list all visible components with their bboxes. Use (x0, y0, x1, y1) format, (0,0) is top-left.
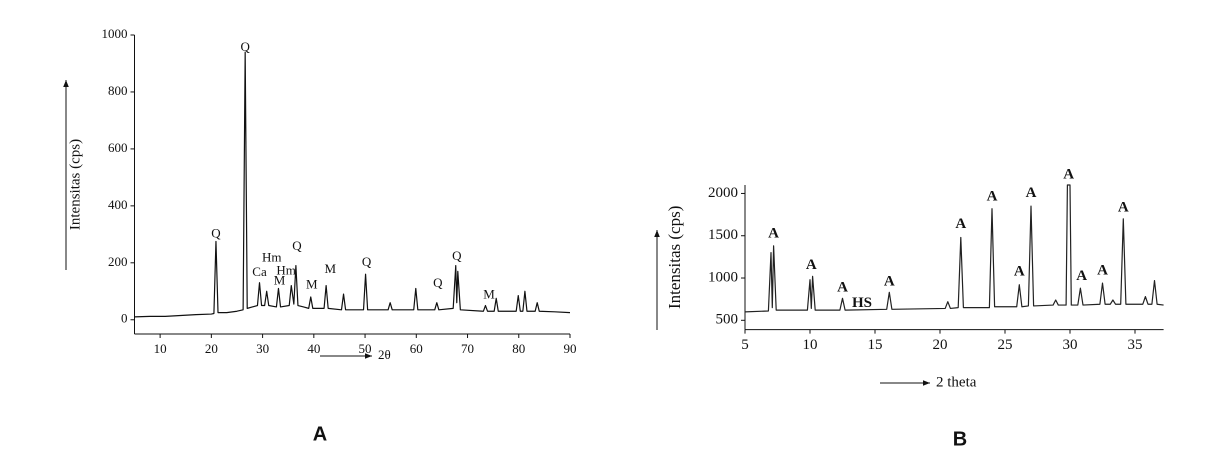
x-tick-label: 50 (359, 341, 372, 356)
peak-label: A (1076, 268, 1087, 284)
peak-label: A (987, 188, 998, 204)
peak-label: Q (362, 254, 372, 269)
x-tick-label: 30 (256, 341, 269, 356)
peak-label: M (306, 277, 318, 292)
y-tick-label: 600 (108, 140, 128, 155)
peak-label: A (884, 274, 895, 290)
x-tick-label: 40 (307, 341, 320, 356)
x-axis-label: 2θ (378, 347, 391, 362)
y-tick-label: 200 (108, 254, 128, 269)
x-tick-label: 20 (205, 341, 218, 356)
panel-caption: B (953, 428, 967, 450)
peak-label: A (837, 280, 848, 296)
data-line (744, 184, 1164, 313)
x-tick-label: 90 (564, 341, 577, 356)
data-line (134, 51, 571, 318)
y-tick-label: 1000 (102, 26, 128, 41)
x-tick-label: 80 (512, 341, 525, 356)
peak-label: Q (452, 248, 462, 263)
peak-label: Q (211, 225, 221, 240)
x-tick-label: 35 (1128, 337, 1143, 353)
peak-label: A (806, 257, 817, 273)
peak-label: HS (852, 295, 872, 311)
peak-label: Hm (276, 262, 296, 277)
peak-label: A (1026, 185, 1037, 201)
peak-label: A (1118, 199, 1129, 215)
peak-label: A (1063, 166, 1074, 182)
peak-label: Hm (262, 250, 282, 265)
y-tick-label: 400 (108, 197, 128, 212)
peak-label: M (274, 272, 286, 287)
x-tick-label: 30 (1063, 337, 1078, 353)
x-tick-label: 20 (933, 337, 948, 353)
peak-label: A (768, 225, 779, 241)
peak-label: M (483, 287, 495, 302)
y-tick-label: 800 (108, 83, 128, 98)
panel-caption: A (313, 423, 327, 445)
peak-label: A (1097, 263, 1108, 279)
x-tick-label: 10 (803, 337, 818, 353)
peak-label: A (955, 216, 966, 232)
peak-label: Q (292, 238, 302, 253)
y-tick-label: 0 (121, 311, 128, 326)
x-tick-label: 10 (154, 341, 167, 356)
peak-label: Q (433, 275, 443, 290)
y-tick-label: 2000 (708, 185, 738, 201)
y-tick-label: 1500 (708, 227, 738, 243)
x-axis-label: 2 theta (936, 374, 977, 390)
peak-label: A (1014, 264, 1025, 280)
peak-label: Q (240, 39, 250, 54)
x-tick-label: 15 (868, 337, 883, 353)
x-tick-label: 5 (741, 337, 749, 353)
y-axis-label: Intensitas (cps) (67, 139, 83, 230)
y-tick-label: 500 (716, 312, 739, 328)
x-tick-label: 25 (998, 337, 1013, 353)
y-tick-label: 1000 (708, 269, 738, 285)
peak-label: Ca (252, 264, 267, 279)
peak-label: M (324, 261, 336, 276)
x-tick-label: 60 (410, 341, 423, 356)
y-axis-label: Intensitas (cps) (665, 206, 684, 309)
x-tick-label: 70 (461, 341, 474, 356)
